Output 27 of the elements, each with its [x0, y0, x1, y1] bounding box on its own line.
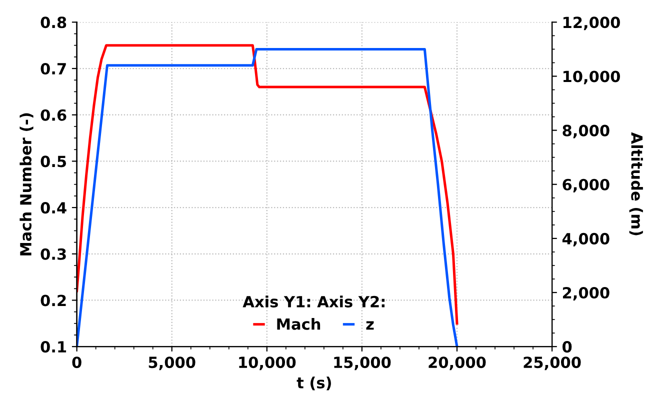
y-tick-label: 0.3	[40, 248, 66, 260]
x-tick-label: 25,000	[524, 356, 581, 370]
y-tick-label: 0.5	[40, 156, 66, 168]
legend-title: Axis Y1: Axis Y2:	[242, 296, 385, 308]
y-tick-label: 0.2	[40, 294, 66, 306]
y-tick-label: 0.7	[40, 62, 66, 75]
y2-tick-label: 4,000	[562, 232, 610, 246]
legend-label: Mach	[277, 318, 320, 330]
x-tick-label: 20,000	[428, 356, 486, 370]
y-tick-label: 0.6	[40, 109, 66, 121]
x-tick-label: 15,000	[334, 356, 391, 370]
y2-axis-title: Altitude (m)	[629, 132, 643, 236]
y2-tick-label: 12,000	[563, 16, 620, 30]
y2-tick-label: 8,000	[562, 124, 610, 138]
y2-tick-label: 10,000	[563, 70, 620, 84]
legend-label: z	[366, 321, 374, 330]
x-tick-label: 5,000	[148, 356, 196, 370]
y2-tick-label: 6,000	[562, 178, 610, 192]
y-axis-title: Mach Number (-)	[20, 113, 34, 256]
y-tick-label: 0.1	[40, 341, 66, 353]
x-axis-title: t (s)	[296, 376, 331, 390]
y-tick-label: 0.4	[40, 202, 66, 214]
x-tick-label: 0	[72, 356, 82, 368]
x-tick-label: 10,000	[239, 356, 296, 370]
y2-tick-label: 2,000	[562, 286, 610, 300]
y-tick-label: 0.8	[40, 16, 66, 28]
y2-tick-label: 0	[562, 341, 572, 353]
